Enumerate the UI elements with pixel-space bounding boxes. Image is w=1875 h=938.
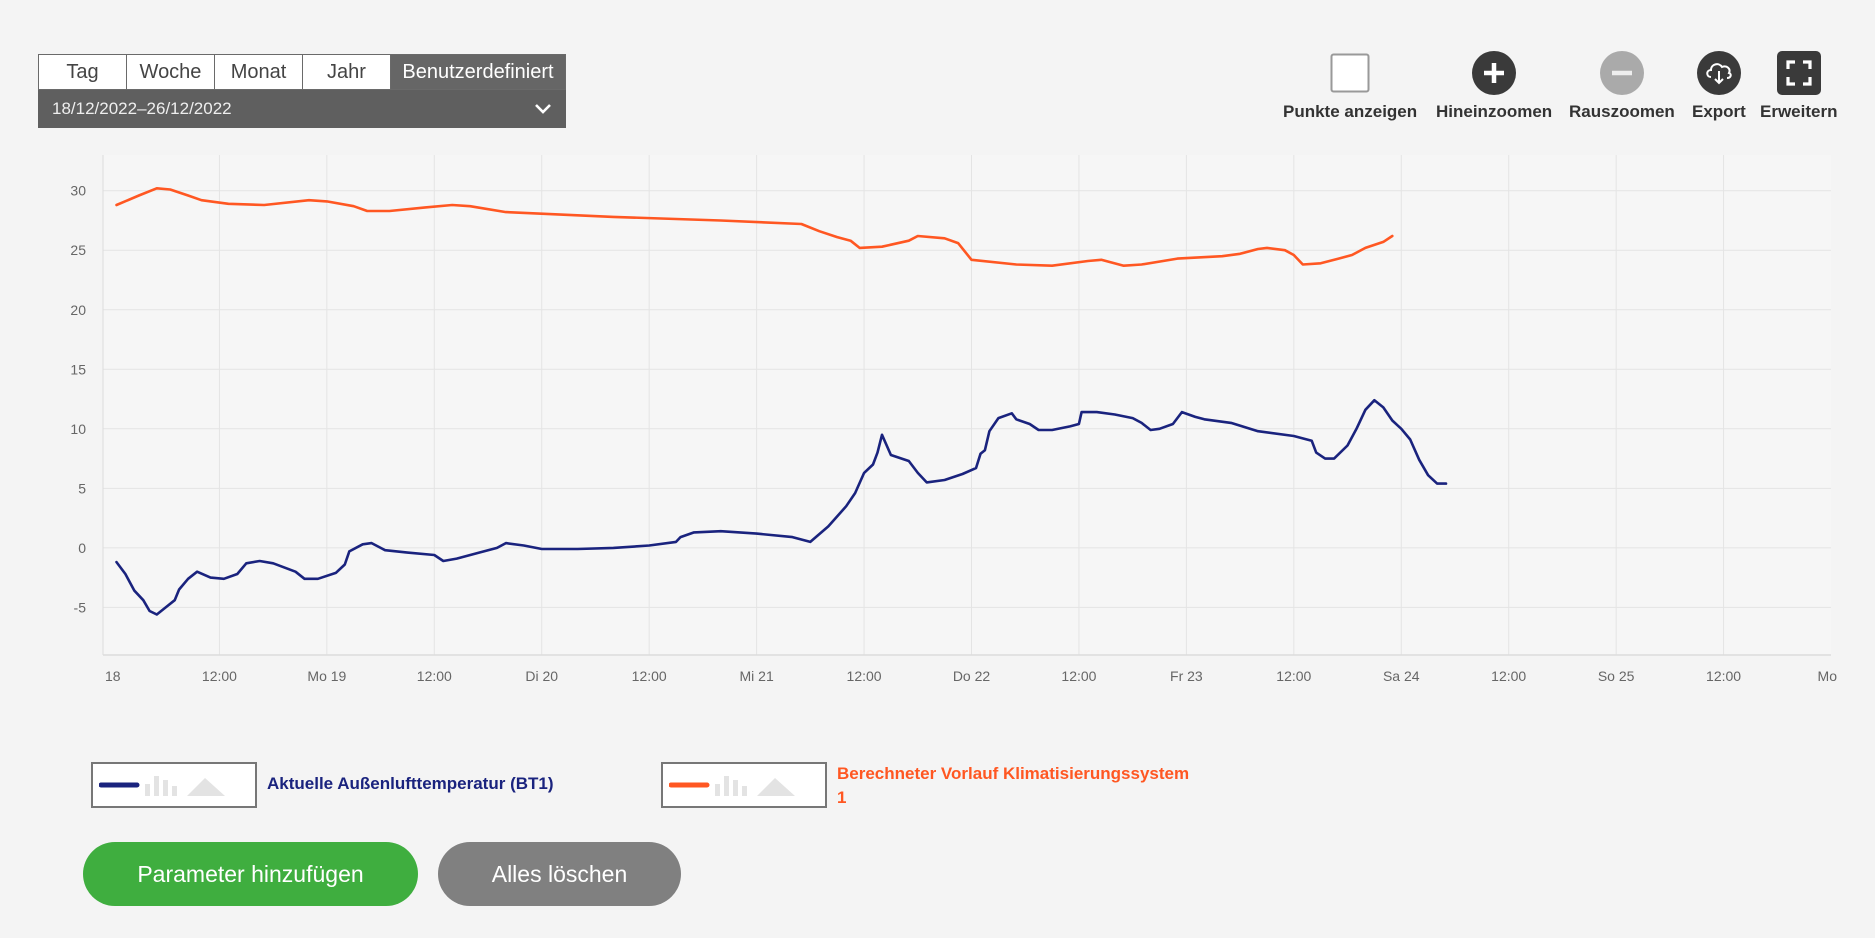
- x-tick-label: 18: [105, 668, 121, 684]
- tab-month[interactable]: Monat: [214, 54, 302, 90]
- x-tick-label: Fr 23: [1170, 668, 1203, 684]
- zoom-in-button[interactable]: Hineinzoomen: [1436, 50, 1552, 122]
- legend-series-style-flow-calc[interactable]: [661, 762, 827, 808]
- cloud-download-icon: [1696, 50, 1742, 96]
- legend-series-style-outdoor-temp[interactable]: [91, 762, 257, 808]
- tab-custom[interactable]: Benutzerdefiniert: [390, 54, 566, 90]
- x-tick-label: Mi 21: [740, 668, 774, 684]
- legend-item-outdoor-temp: Aktuelle Außenlufttemperatur (BT1): [91, 762, 554, 808]
- y-tick-label: 15: [70, 361, 86, 377]
- y-tick-label: 25: [70, 242, 86, 258]
- x-tick-label: 12:00: [847, 668, 882, 684]
- y-tick-label: 20: [70, 302, 86, 318]
- zoom-in-label: Hineinzoomen: [1436, 102, 1553, 121]
- expand-button[interactable]: Erweitern: [1760, 50, 1837, 122]
- add-parameter-button[interactable]: Parameter hinzufügen: [83, 842, 418, 906]
- zoom-out-label: Rauszoomen: [1569, 102, 1675, 121]
- zoom-in-icon: [1471, 50, 1517, 96]
- period-selector: Tag Woche Monat Jahr Benutzerdefiniert 1…: [38, 54, 566, 128]
- date-range-label: 18/12/2022–26/12/2022: [52, 99, 232, 118]
- y-tick-label: 5: [78, 480, 86, 496]
- x-tick-label: Mo 19: [307, 668, 346, 684]
- line-chart: 30 25 20 15 10 5 0 -5 18 12:00 Mo 19 12:00 Di 20 12:…: [70, 155, 1837, 684]
- series-line-flow-calc: [115, 187, 1394, 267]
- y-tick-label: 30: [70, 183, 86, 199]
- x-tick-label: Sa 24: [1383, 668, 1420, 684]
- bar-style-icon: [145, 776, 177, 796]
- chevron-down-icon: [534, 103, 552, 115]
- export-label: Export: [1692, 102, 1746, 121]
- plot-area: [103, 155, 1831, 655]
- y-tick-label: 0: [78, 540, 86, 556]
- show-points-toggle[interactable]: Punkte anzeigen: [1283, 50, 1417, 122]
- date-range-dropdown[interactable]: 18/12/2022–26/12/2022: [38, 90, 566, 128]
- x-axis: 18 12:00 Mo 19 12:00 Di 20 12:00 Mi 21 12:00 Do …: [105, 668, 1837, 684]
- show-points-label: Punkte anzeigen: [1283, 102, 1418, 121]
- y-tick-label: 10: [70, 421, 86, 437]
- legend-label-flow-calc: Berechneter Vorlauf Klimatisierungssyste…: [837, 762, 1189, 810]
- x-tick-label: 12:00: [1061, 668, 1096, 684]
- checkbox-icon[interactable]: [1327, 50, 1373, 96]
- tab-week[interactable]: Woche: [126, 54, 214, 90]
- fullscreen-icon: [1776, 50, 1822, 96]
- x-tick-label: Do 22: [953, 668, 991, 684]
- x-tick-label: Mo: [1818, 668, 1838, 684]
- x-tick-label: 12:00: [632, 668, 667, 684]
- legend-label-outdoor-temp: Aktuelle Außenlufttemperatur (BT1): [267, 774, 554, 793]
- export-button[interactable]: Export: [1692, 50, 1746, 122]
- x-grid: [102, 155, 1831, 656]
- x-tick-label: 12:00: [1491, 668, 1526, 684]
- area-style-icon: [757, 778, 795, 796]
- legend-label-flow-calc-line1: Berechneter Vorlauf Klimatisierungssyste…: [837, 764, 1190, 783]
- series-line-outdoor-temp: [115, 398, 1448, 616]
- x-tick-label: 12:00: [202, 668, 237, 684]
- tab-day[interactable]: Tag: [38, 54, 126, 90]
- bar-style-icon: [715, 776, 747, 796]
- legend-label-flow-calc-line2: 1: [837, 788, 847, 807]
- expand-label: Erweitern: [1760, 102, 1838, 121]
- x-tick-label: 12:00: [1706, 668, 1741, 684]
- period-tabs: Tag Woche Monat Jahr Benutzerdefiniert: [38, 54, 566, 90]
- y-grid: [103, 190, 1831, 608]
- tab-year[interactable]: Jahr: [302, 54, 390, 90]
- series-lines: [115, 187, 1448, 616]
- x-tick-label: 12:00: [417, 668, 452, 684]
- clear-all-button[interactable]: Alles löschen: [438, 842, 681, 906]
- x-tick-label: 12:00: [1276, 668, 1311, 684]
- y-axis: 30 25 20 15 10 5 0 -5: [70, 183, 86, 616]
- zoom-out-button[interactable]: Rauszoomen: [1569, 50, 1675, 122]
- x-tick-label: Di 20: [525, 668, 558, 684]
- y-tick-label: -5: [74, 599, 87, 615]
- area-style-icon: [187, 778, 225, 796]
- legend-item-flow-calc: Berechneter Vorlauf Klimatisierungssyste…: [661, 762, 1189, 810]
- x-tick-label: So 25: [1598, 668, 1635, 684]
- zoom-out-icon: [1599, 50, 1645, 96]
